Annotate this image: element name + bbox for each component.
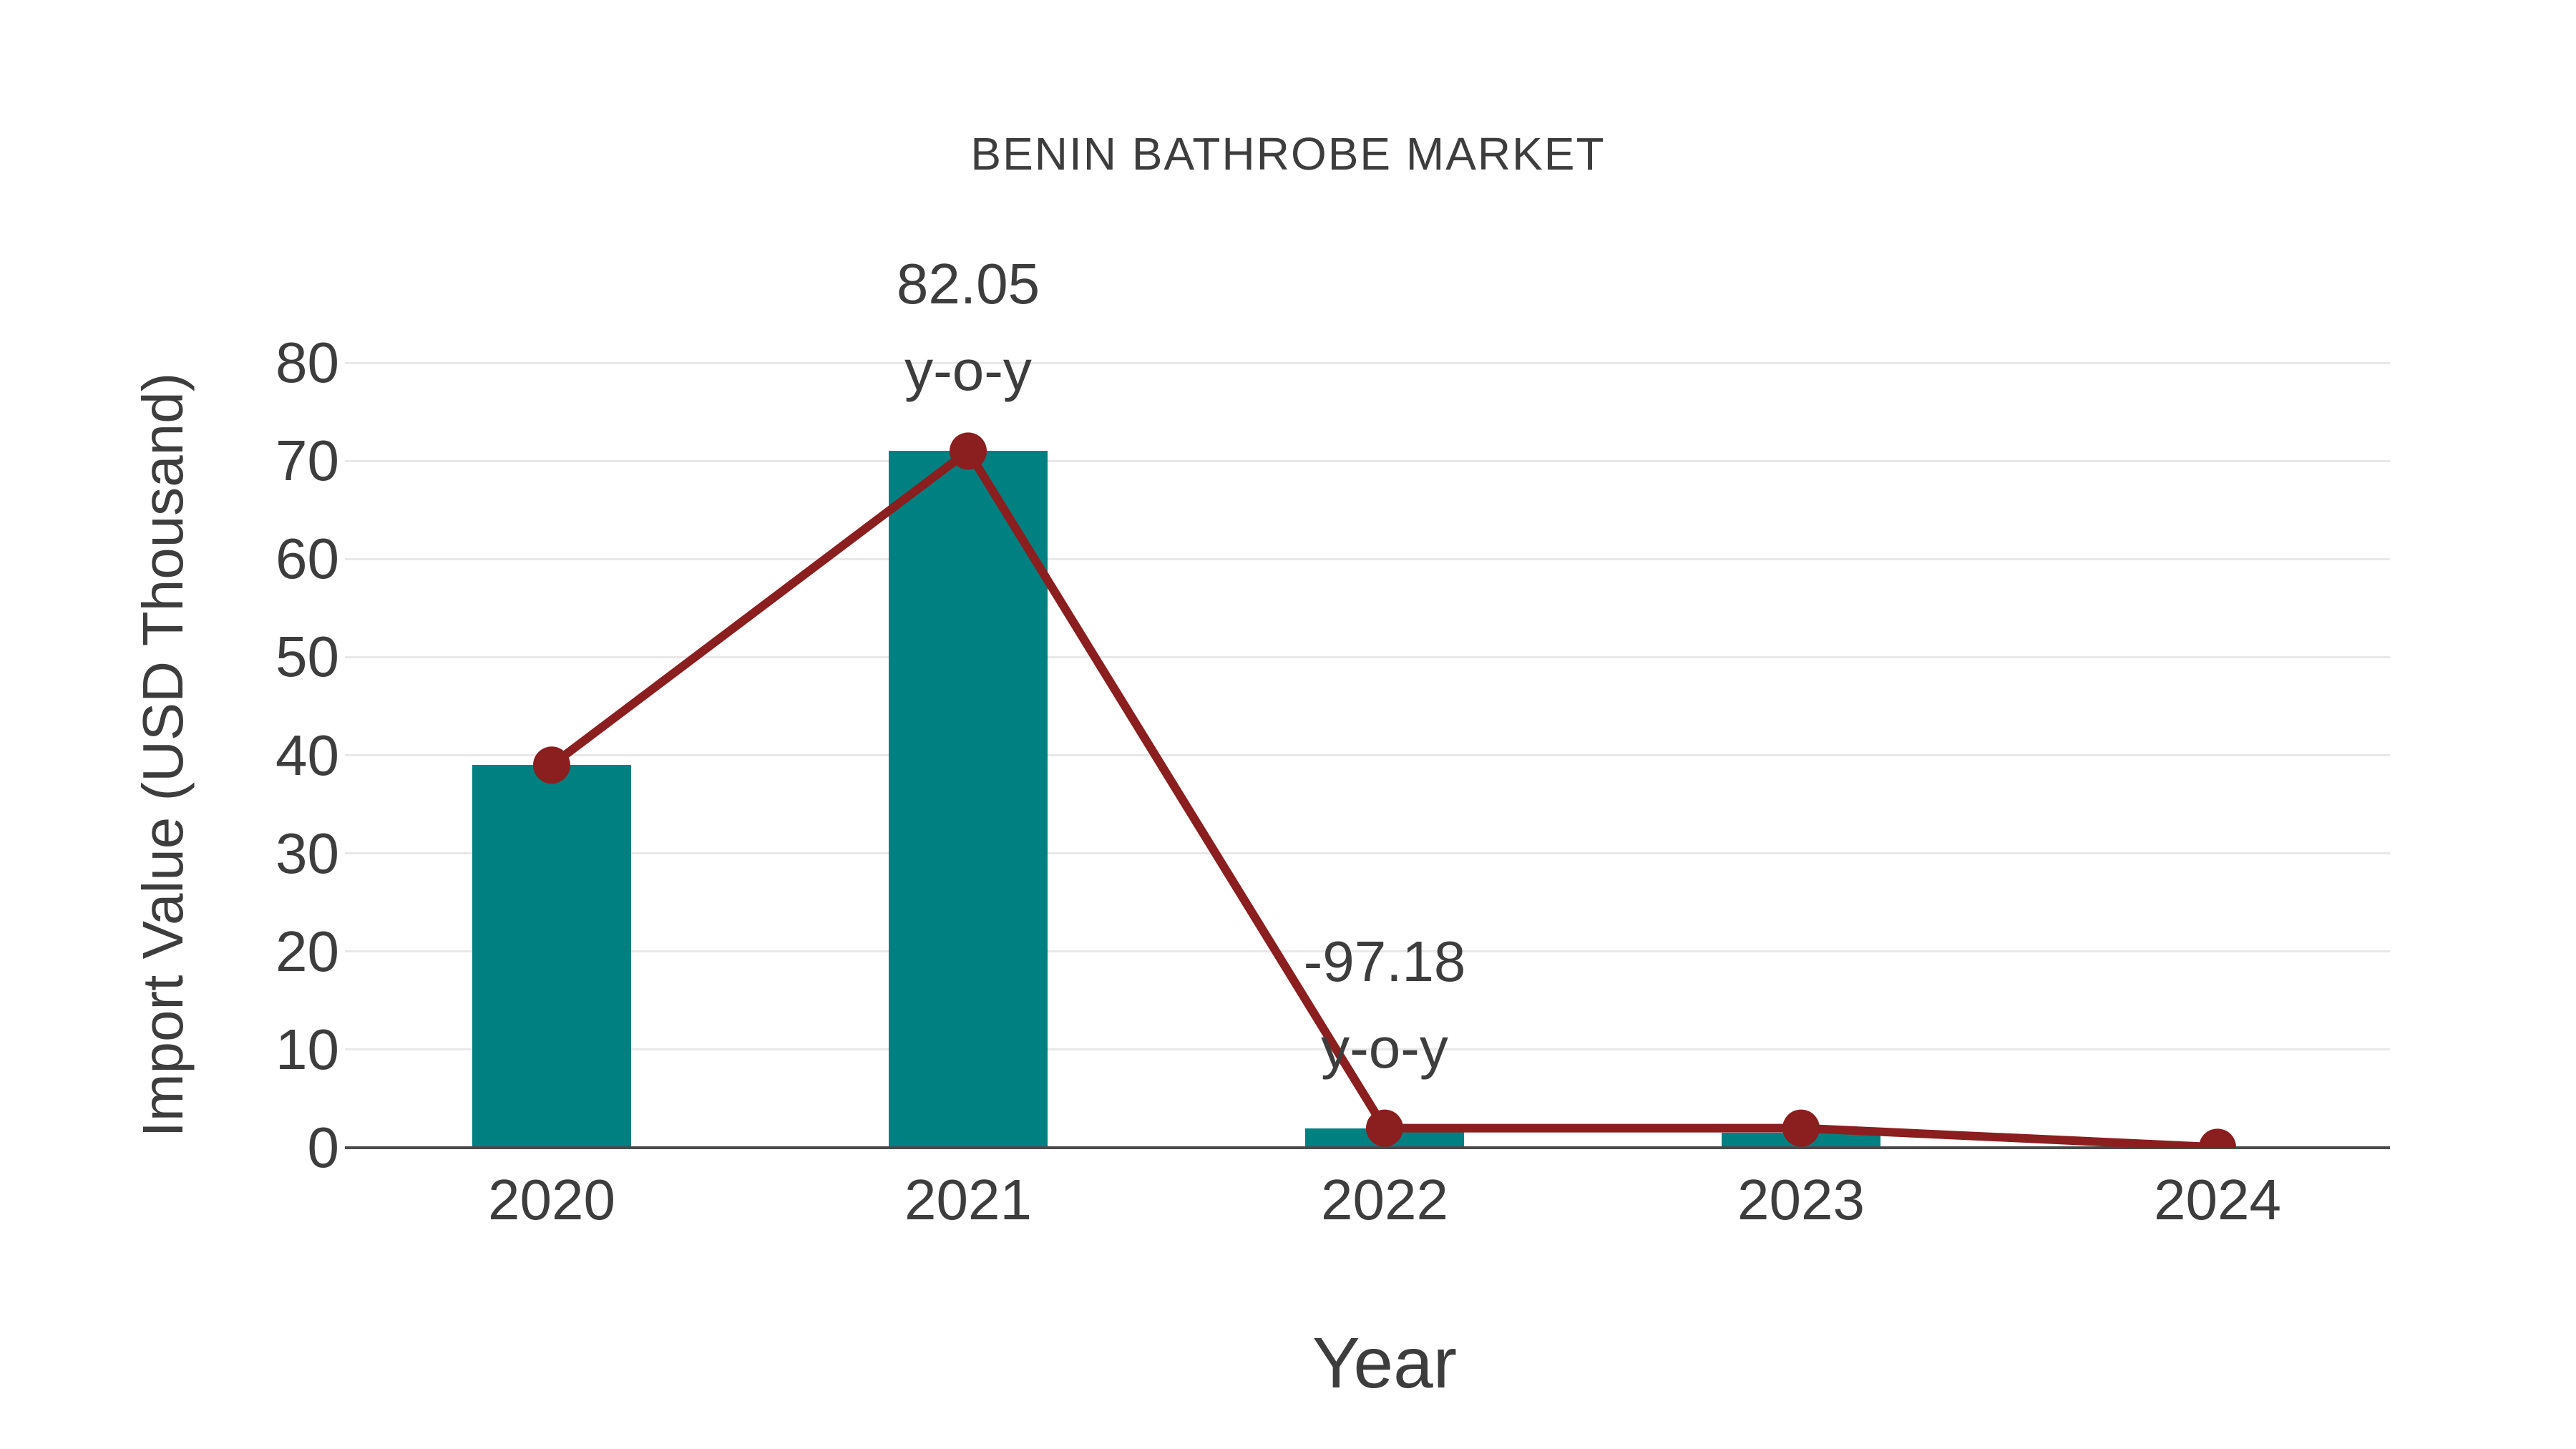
bar-2020 [472, 765, 631, 1148]
line-point-2022 [1366, 1109, 1403, 1147]
line-point-2020 [533, 746, 570, 784]
y-tick-label-30: 30 [275, 821, 339, 885]
x-axis-line [345, 1146, 2390, 1149]
annotation-2021-line1: 82.05 [896, 252, 1040, 316]
y-tick-label-50: 50 [275, 625, 339, 689]
gridline-50 [345, 655, 2390, 658]
y-tick-label-70: 70 [275, 429, 339, 493]
y-tick-label-0: 0 [307, 1116, 340, 1179]
gridline-60 [345, 557, 2390, 560]
annotation-2022-line2: y-o-y [1321, 1015, 1448, 1080]
x-tick-label-2024: 2024 [2154, 1168, 2281, 1231]
gridline-10 [345, 1048, 2390, 1051]
y-tick-label-80: 80 [275, 331, 339, 394]
gridline-70 [345, 459, 2390, 462]
y-tick-label-20: 20 [275, 919, 339, 983]
x-tick-label-2022: 2022 [1321, 1168, 1448, 1231]
y-tick-label-10: 10 [275, 1017, 339, 1081]
x-axis-title: Year [1312, 1323, 1458, 1403]
annotation-2022-line1: -97.18 [1303, 929, 1466, 993]
line-point-2023 [1782, 1109, 1820, 1147]
y-tick-label-40: 40 [275, 723, 339, 787]
gridline-80 [345, 361, 2390, 364]
x-tick-label-2023: 2023 [1737, 1168, 1865, 1231]
gridline-30 [345, 852, 2390, 855]
annotation-2021-line2: y-o-y [904, 338, 1032, 403]
x-tick-label-2020: 2020 [488, 1168, 615, 1231]
x-tick-label-2021: 2021 [904, 1168, 1032, 1231]
line-point-2024 [2199, 1128, 2236, 1148]
gridline-40 [345, 754, 2390, 756]
line-point-2021 [950, 432, 987, 470]
gridline-20 [345, 950, 2390, 953]
y-tick-label-60: 60 [275, 527, 339, 591]
bar-2021 [889, 451, 1048, 1148]
chart-title: BENIN BATHROBE MARKET [970, 128, 1606, 180]
